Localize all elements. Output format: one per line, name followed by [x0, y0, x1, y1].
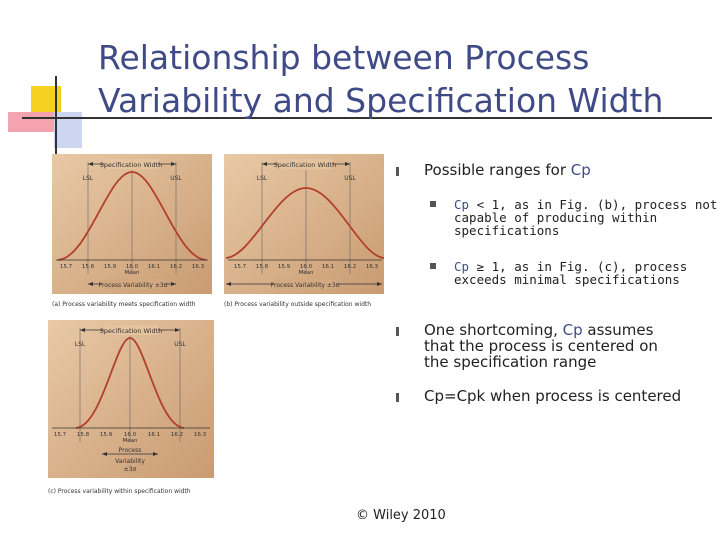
copyright-footer: © Wiley 2010	[356, 508, 446, 523]
decor-vertical-line	[55, 76, 57, 166]
bullet-marker	[396, 167, 399, 176]
tick-label: 16.3	[366, 264, 379, 270]
spec-width-label: Specification Width	[274, 161, 337, 169]
bullet-marker	[430, 263, 436, 269]
process-variability-label: Variability	[115, 458, 145, 465]
mean-label: Mean	[299, 270, 314, 276]
tick-label: 15.7	[54, 432, 67, 438]
figure-c: Specification Width LSL USL 15.7 15.8 15…	[46, 318, 218, 498]
process-variability-label: Process Variability ±3σ	[98, 282, 167, 289]
bullet-text: Possible ranges for	[424, 161, 571, 179]
tick-label: 15.8	[77, 432, 90, 438]
subbullet-cp-less-than-1: Cp < 1, as in Fig. (b), process not capa…	[430, 198, 720, 238]
bullet-marker	[430, 201, 436, 207]
tick-label: 15.9	[100, 432, 113, 438]
tick-label: 15.7	[234, 264, 247, 270]
usl-label: USL	[344, 175, 356, 182]
bullet-marker	[396, 393, 399, 402]
tick-label: 16.0	[300, 264, 313, 270]
cp-term: Cp	[454, 259, 470, 274]
bullet-text: One shortcoming,	[424, 321, 563, 339]
figure-panel	[48, 320, 214, 478]
tick-label: 16.2	[170, 264, 182, 270]
lsl-label: LSL	[75, 341, 86, 348]
bullet-marker	[396, 327, 399, 336]
distribution-curve	[75, 337, 185, 429]
tick-label: 16.1	[148, 264, 160, 270]
bullet-possible-ranges: Possible ranges for Cp	[396, 162, 716, 182]
figure-caption: (b) Process variability outside specific…	[224, 301, 371, 308]
usl-label: USL	[170, 175, 182, 182]
bullet-text: < 1, as in Fig. (b), process not capable…	[454, 197, 718, 238]
tick-label: 16.3	[192, 264, 205, 270]
usl-label: USL	[174, 341, 186, 348]
distribution-curve	[225, 187, 385, 259]
distribution-curve	[57, 171, 207, 261]
tick-label: 16.2	[344, 264, 356, 270]
tick-label: 16.3	[194, 432, 207, 438]
figure-caption: (a) Process variability meets specificat…	[52, 301, 196, 308]
tick-label: 16.0	[124, 432, 137, 438]
tick-label: 16.0	[126, 264, 139, 270]
bullet-shortcoming: One shortcoming, Cp assumes that the pro…	[396, 322, 716, 372]
spec-width-label: Specification Width	[100, 327, 163, 335]
lsl-label: LSL	[257, 175, 268, 182]
slide-title: Relationship between Process Variability…	[98, 38, 664, 120]
bullet-text: Cp=Cpk when process is centered	[424, 387, 682, 405]
tick-label: 15.8	[256, 264, 269, 270]
tick-label: 15.9	[104, 264, 117, 270]
figure-b: Specification Width LSL USL 15.7 15.8 15…	[222, 152, 388, 310]
cp-term: Cp	[562, 321, 583, 339]
subbullet-cp-greater-equal-1: Cp ≥ 1, as in Fig. (c), process exceeds …	[430, 260, 720, 290]
figure-a: Specification Width LSL USL 15.7 15.8 15…	[48, 152, 216, 310]
figure-caption: (c) Process variability within specifica…	[48, 488, 191, 495]
tick-label: 16.1	[322, 264, 334, 270]
mean-label: Mean	[123, 438, 138, 444]
cp-term: Cp	[570, 161, 591, 179]
figure-panel	[224, 154, 384, 294]
tick-label: 16.1	[148, 432, 160, 438]
lsl-label: LSL	[83, 175, 94, 182]
bullet-text: ≥ 1, as in Fig. (c), process exceeds min…	[454, 259, 688, 287]
tick-label: 15.9	[278, 264, 291, 270]
decor-horizontal-line	[22, 117, 712, 119]
tick-label: 15.8	[82, 264, 95, 270]
decor-pink-bar	[8, 112, 56, 132]
bullet-text: assumes that the process is centered on …	[424, 321, 658, 371]
mean-label: Mean	[125, 270, 140, 276]
spec-width-label: Specification Width	[100, 161, 163, 169]
process-variability-label: Process	[119, 447, 142, 454]
process-variability-label: Process Variability ±3σ	[270, 282, 339, 289]
process-variability-label: ±3σ	[124, 466, 137, 473]
tick-label: 16.2	[171, 432, 183, 438]
tick-label: 15.7	[60, 264, 73, 270]
bullet-cp-equals-cpk: Cp=Cpk when process is centered	[396, 388, 716, 408]
cp-term: Cp	[454, 197, 470, 212]
